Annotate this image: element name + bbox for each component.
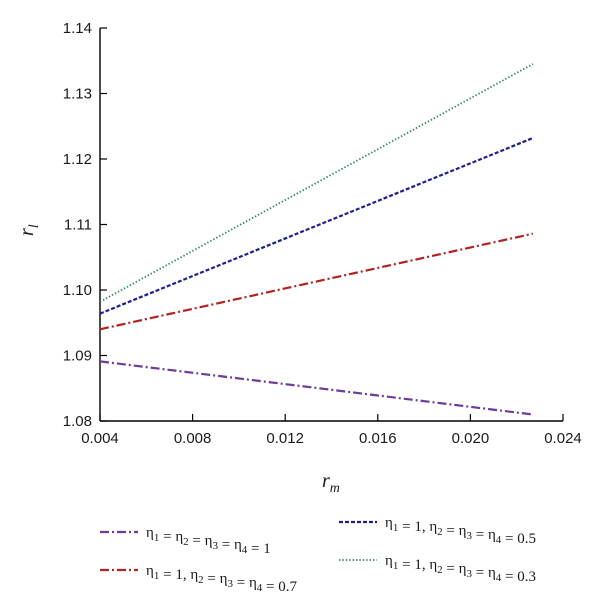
x-tick-label: 0.024 — [544, 430, 582, 447]
series-line-1 — [99, 360, 534, 416]
y-axis-label: rl — [16, 224, 42, 236]
axes — [99, 28, 563, 422]
legend-label: η1 = 1, η2 = η3 = η4 = 0.3 — [385, 553, 536, 585]
legend-entry-1: η1 = η2 = η3 = η4 = 1 — [100, 525, 271, 557]
y-tick-label: 1.13 — [63, 86, 92, 103]
legend-entry-2: η1 = 1, η2 = η3 = η4 = 0.5 — [339, 515, 536, 547]
series-line-3 — [99, 232, 534, 331]
legend-entry-3: η1 = 1, η2 = η3 = η4 = 0.7 — [100, 563, 298, 595]
axis-labels: rm rl — [16, 224, 340, 496]
y-tick-label: 1.09 — [63, 348, 92, 365]
x-tick-label: 0.016 — [359, 430, 397, 447]
legend-label: η1 = η2 = η3 = η4 = 1 — [146, 525, 271, 557]
x-tick-label: 0.020 — [452, 430, 490, 447]
legend: η1 = η2 = η3 = η4 = 1 η1 = 1, η2 = η3 = η… — [100, 515, 536, 595]
legend-label: η1 = 1, η2 = η3 = η4 = 0.5 — [385, 515, 536, 547]
y-tick-label: 1.12 — [63, 151, 92, 168]
y-tick-label: 1.10 — [63, 282, 92, 299]
x-axis-label: rm — [322, 470, 340, 496]
x-tick-label: 0.012 — [266, 430, 304, 447]
y-tick-label: 1.14 — [63, 20, 92, 37]
y-tick-label: 1.11 — [64, 217, 92, 234]
x-tick-label: 0.008 — [174, 430, 212, 447]
y-tick-label: 1.08 — [63, 413, 92, 430]
series-lines — [99, 63, 534, 416]
legend-label: η1 = 1, η2 = η3 = η4 = 0.7 — [146, 563, 298, 595]
series-line-2 — [99, 136, 534, 315]
series-line-4 — [99, 63, 534, 303]
x-tick-label: 0.004 — [81, 430, 119, 447]
ticks: 1.08 1.09 1.10 1.11 1.12 1.13 1.14 0.004 0.008 0.… — [63, 20, 582, 447]
legend-entry-4: η1 = 1, η2 = η3 = η4 = 0.3 — [339, 553, 536, 585]
